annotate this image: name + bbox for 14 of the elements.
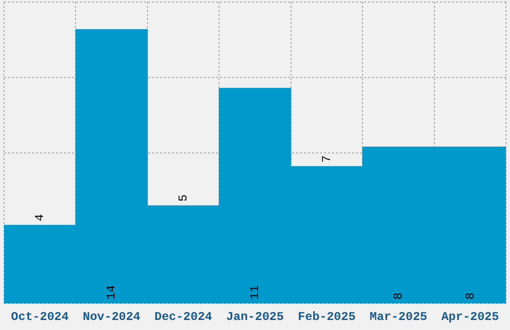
x-tick-label: Feb-2025 — [298, 310, 356, 324]
x-tick-label: Nov-2024 — [82, 310, 140, 324]
data-label: 8 — [392, 292, 406, 300]
x-tick-label: Dec-2024 — [154, 310, 212, 324]
data-label: 7 — [320, 155, 334, 163]
x-tick-label: Apr-2025 — [441, 310, 499, 324]
data-label: 14 — [104, 285, 119, 300]
x-tick-label: Jan-2025 — [226, 310, 284, 324]
data-label: 8 — [463, 292, 478, 300]
data-label: 11 — [248, 285, 262, 300]
x-tick-label: Mar-2025 — [370, 310, 428, 324]
x-tick-label: Oct-2024 — [11, 310, 69, 324]
data-label: 5 — [176, 194, 190, 202]
data-label: 4 — [33, 214, 48, 222]
